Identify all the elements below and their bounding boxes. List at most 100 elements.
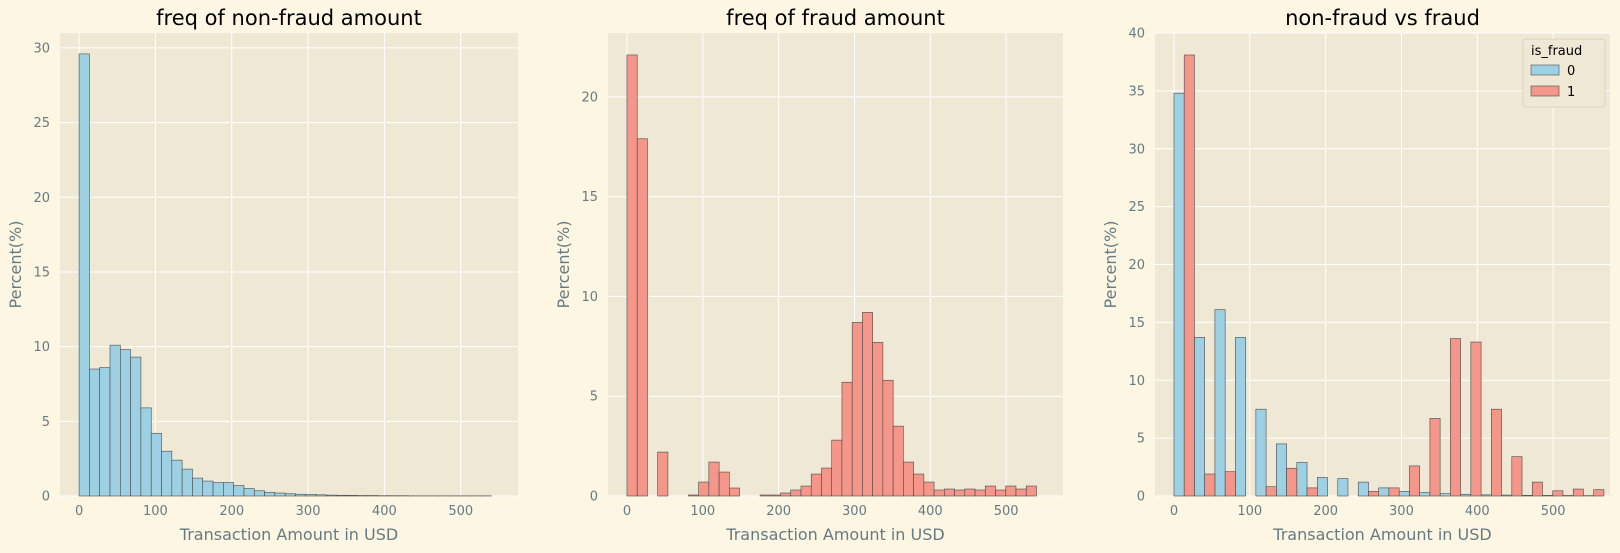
legend-label-0: 0 (1567, 64, 1575, 79)
bar-series-0 (1398, 491, 1410, 497)
bar (305, 494, 317, 497)
bar-series-0 (1276, 443, 1287, 497)
bar (274, 492, 286, 497)
bar (295, 493, 307, 497)
bar (729, 487, 740, 497)
bar-series-1 (1491, 408, 1502, 497)
bar (130, 356, 142, 497)
y-tick-label: 25 (1128, 200, 1145, 215)
bar-series-1 (1224, 471, 1236, 497)
y-tick-label: 0 (1137, 490, 1145, 505)
bar (326, 494, 338, 497)
bar (150, 432, 162, 497)
bar-series-0 (1460, 493, 1472, 497)
y-tick-label: 30 (33, 41, 50, 56)
y-tick-label: 15 (581, 190, 598, 205)
bar-series-1 (1204, 473, 1216, 497)
bar-series-0 (1235, 337, 1246, 497)
bar (161, 450, 173, 497)
bar (810, 473, 822, 497)
bar-series-1 (1572, 488, 1584, 497)
legend-swatch-0 (1530, 64, 1560, 76)
bar-series-0 (1296, 462, 1308, 497)
y-tick-label: 10 (1128, 374, 1145, 389)
y-tick-label: 20 (33, 191, 50, 206)
y-tick-label: 5 (42, 415, 50, 430)
y-tick-label: 20 (1128, 258, 1145, 273)
bar (688, 494, 699, 497)
bar (718, 471, 730, 497)
bar (223, 482, 234, 497)
bar-series-0 (1439, 493, 1451, 497)
bar-series-1 (1531, 481, 1543, 497)
legend-swatch-1 (1530, 85, 1560, 97)
x-tick-label: 500 (448, 504, 473, 519)
x-tick-label: 0 (1170, 504, 1178, 519)
bar (944, 488, 955, 497)
y-tick-label: 25 (33, 116, 50, 131)
bar (831, 439, 843, 497)
bar-series-0 (1419, 492, 1431, 497)
x-tick-label: 100 (690, 504, 715, 519)
y-tick-label: 30 (1128, 142, 1145, 157)
bars (626, 54, 1037, 497)
bar (626, 54, 638, 497)
bar (974, 489, 986, 497)
x-tick-label: 200 (219, 504, 244, 519)
y-tick-label: 35 (1128, 84, 1145, 99)
bar (780, 492, 792, 497)
y-tick-label: 20 (581, 90, 598, 105)
chart-title: freq of non-fraud amount (156, 6, 422, 30)
bar (264, 491, 276, 497)
bar-series-1 (1368, 491, 1380, 497)
bar (821, 467, 833, 497)
x-tick-label: 300 (1389, 504, 1414, 519)
bar (336, 494, 348, 497)
bar (984, 485, 996, 497)
bar-series-1 (1265, 486, 1277, 497)
y-tick-label: 0 (42, 490, 50, 505)
bar (1025, 485, 1037, 497)
bar-series-0 (1378, 487, 1390, 497)
bar (192, 477, 204, 497)
x-tick-label: 300 (296, 504, 321, 519)
bar (995, 489, 1007, 497)
bars (78, 53, 492, 497)
bar (346, 495, 358, 497)
tick-labels: 0 100 200 300 400 500 0 5 10 15 20 25 30 35 40 (1128, 27, 1565, 520)
bar (964, 488, 976, 497)
bar-series-1 (1593, 489, 1605, 497)
bar-series-1 (1286, 467, 1298, 497)
bar (99, 367, 111, 497)
bar-series-1 (1183, 54, 1195, 497)
bar (862, 312, 873, 497)
x-tick-label: 400 (1465, 504, 1490, 519)
x-tick-label: 500 (1541, 504, 1566, 519)
bar (851, 322, 863, 497)
x-axis-label: Transaction Amount in USD (725, 525, 944, 544)
bar (657, 451, 669, 497)
bar-series-0 (1480, 494, 1492, 497)
y-tick-label: 40 (1128, 27, 1145, 42)
bar (1015, 488, 1027, 497)
chart-fraud: 0 100 200 300 400 500 0 5 10 15 20 freq of fraud a… (554, 6, 1063, 544)
tick-labels: 0 100 200 300 400 500 0 5 10 15 20 (581, 90, 1018, 519)
bar (212, 482, 224, 497)
bar (284, 493, 296, 497)
y-tick-label: 10 (581, 290, 598, 305)
axes-background (608, 33, 1063, 496)
bar (698, 481, 710, 497)
bar-series-1 (1552, 490, 1564, 497)
bar (759, 494, 771, 497)
bar-series-0 (1542, 495, 1554, 497)
x-tick-label: 100 (143, 504, 168, 519)
gridlines (608, 33, 1063, 497)
bar (171, 459, 183, 497)
bar (954, 489, 966, 497)
legend: is_fraud 0 1 (1522, 38, 1606, 108)
x-tick-label: 100 (1237, 504, 1262, 519)
y-tick-label: 10 (33, 340, 50, 355)
bar (89, 368, 100, 497)
y-tick-label: 15 (1128, 316, 1145, 331)
bar (913, 473, 925, 497)
